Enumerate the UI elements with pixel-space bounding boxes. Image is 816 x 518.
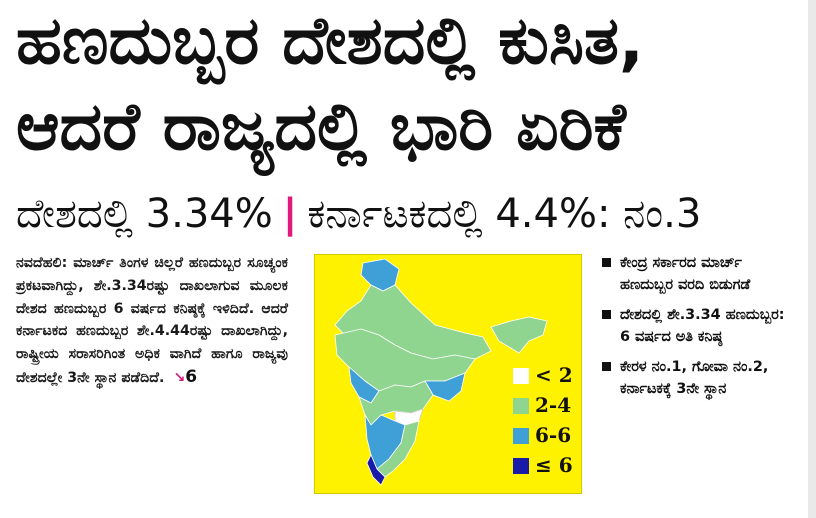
headline-line-2: ಆದರೆ ರಾಜ್ಯದಲ್ಲಿ ಭಾರಿ ಏರಿಕೆ	[16, 88, 626, 165]
subheadline-separator: |	[282, 191, 298, 237]
legend-item-1: < 2	[513, 363, 603, 391]
key-point-1: ಕೇಂದ್ರ ಸರ್ಕಾರದ ಮಾರ್ಚ್ ಹಣದುಬ್ಬರ ವರದಿ ಬಿಡು…	[600, 252, 790, 296]
legend-label-3: 6-6	[535, 423, 572, 447]
key-points: ಕೇಂದ್ರ ಸರ್ಕಾರದ ಮಾರ್ಚ್ ಹಣದುಬ್ಬರ ವರದಿ ಬಿಡು…	[600, 252, 790, 408]
article-body: ನವದೆಹಲಿ: ಮಾರ್ಚ್ ತಿಂಗಳ ಚಿಲ್ಲರೆ ಹಣದುಬ್ಬರ ಸ…	[16, 252, 288, 390]
inflation-map: < 2 2-4 6-6 ≤ 6	[314, 254, 582, 494]
headline-line-1: ಹಣದುಬ್ಬರ ದೇಶದಲ್ಲಿ ಕುಸಿತ,	[16, 2, 645, 79]
legend-swatch-1	[513, 368, 529, 384]
key-point-2: ದೇಶದಲ್ಲಿ ಶೇ.3.34 ಹಣದುಬ್ಬರ: 6 ವರ್ಷದ ಅತಿ ಕ…	[600, 304, 790, 348]
page-edge-scrollbar[interactable]	[808, 0, 816, 518]
india-map-svg	[334, 258, 548, 486]
subheadline-karnataka: ಕರ್ನಾಟಕದಲ್ಲಿ 4.4%: ನಂ.3	[307, 191, 702, 237]
legend-item-4: ≤ 6	[513, 453, 603, 481]
legend-label-2: 2-4	[535, 393, 572, 417]
article-text: ನವದೆಹಲಿ: ಮಾರ್ಚ್ ತಿಂಗಳ ಚಿಲ್ಲರೆ ಹಣದುಬ್ಬರ ಸ…	[16, 255, 288, 386]
legend-label-1: < 2	[535, 363, 573, 387]
legend-item-2: 2-4	[513, 393, 603, 421]
map-region-kerala	[366, 454, 386, 486]
continued-arrow-icon: ↘	[173, 369, 186, 386]
continued-page-number[interactable]: 6	[185, 366, 198, 387]
subheadline: ದೇಶದಲ್ಲಿ 3.34% | ಕರ್ನಾಟಕದಲ್ಲಿ 4.4%: ನಂ.3	[16, 186, 701, 242]
legend-item-3: 6-6	[513, 423, 603, 451]
legend-swatch-4	[513, 458, 529, 474]
map-region-tamilnadu	[376, 420, 420, 478]
map-region-northeast	[490, 316, 548, 354]
key-point-3: ಕೇರಳ ನಂ.1, ಗೋವಾ ನಂ.2, ಕರ್ನಾಟಕಕ್ಕೆ 3ನೇ ಸ್…	[600, 356, 790, 400]
legend-label-4: ≤ 6	[535, 453, 573, 477]
subheadline-national: ದೇಶದಲ್ಲಿ 3.34%	[16, 191, 273, 237]
legend-swatch-3	[513, 428, 529, 444]
legend-swatch-2	[513, 398, 529, 414]
